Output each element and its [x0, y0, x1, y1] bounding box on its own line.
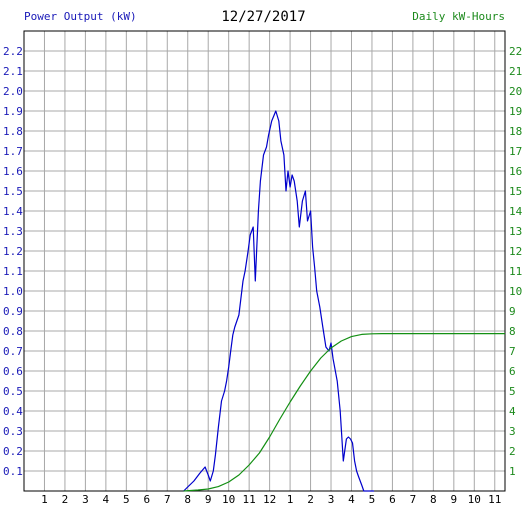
left-y-tick-label: 1.1 [3, 265, 23, 278]
left-y-tick-label: 1.5 [3, 185, 23, 198]
x-tick-label: 5 [123, 493, 130, 506]
right-y-tick-label: 11 [509, 265, 522, 278]
power-output-line [183, 110, 374, 492]
left-y-tick-label: 0.5 [3, 385, 23, 398]
x-tick-label: 9 [451, 493, 458, 506]
right-y-tick-label: 6 [509, 365, 516, 378]
x-tick-label: 1 [287, 493, 294, 506]
right-y-tick-label: 16 [509, 165, 522, 178]
left-y-tick-label: 1.7 [3, 145, 23, 158]
right-y-tick-label: 12 [509, 245, 522, 258]
left-y-tick-label: 1.4 [3, 205, 23, 218]
plot-frame [23, 30, 506, 492]
chart-grid [24, 30, 505, 491]
right-y-tick-label: 18 [509, 125, 522, 138]
x-tick-label: 10 [222, 493, 235, 506]
left-y-tick-label: 2.1 [3, 65, 23, 78]
x-tick-label: 11 [488, 493, 501, 506]
x-tick-label: 4 [348, 493, 355, 506]
left-y-tick-label: 0.6 [3, 365, 23, 378]
left-y-tick-label: 2.0 [3, 85, 23, 98]
x-tick-label: 3 [328, 493, 335, 506]
x-tick-label: 8 [430, 493, 437, 506]
left-y-tick-label: 0.8 [3, 325, 23, 338]
right-y-tick-label: 8 [509, 325, 516, 338]
x-tick-label: 5 [369, 493, 376, 506]
left-y-tick-label: 1.9 [3, 105, 23, 118]
left-y-tick-label: 0.2 [3, 445, 23, 458]
right-y-tick-label: 5 [509, 385, 516, 398]
right-y-tick-label: 9 [509, 305, 516, 318]
right-y-tick-label: 13 [509, 225, 522, 238]
right-y-tick-label: 3 [509, 425, 516, 438]
right-y-tick-label: 21 [509, 65, 522, 78]
x-tick-label: 11 [243, 493, 256, 506]
right-y-tick-label: 7 [509, 345, 516, 358]
x-tick-label: 9 [205, 493, 212, 506]
x-tick-label: 7 [410, 493, 417, 506]
left-y-tick-label: 1.8 [3, 125, 23, 138]
right-y-tick-label: 20 [509, 85, 522, 98]
right-y-tick-label: 10 [509, 285, 522, 298]
right-y-tick-label: 2 [509, 445, 516, 458]
x-tick-label: 3 [82, 493, 89, 506]
left-y-tick-label: 2.2 [3, 45, 23, 58]
left-y-tick-label: 0.1 [3, 465, 23, 478]
x-tick-label: 7 [164, 493, 171, 506]
x-tick-label: 12 [263, 493, 276, 506]
left-axis-tick-labels: 0.1 0.2 0.3 0.4 0.5 0.6 0.7 0.8 0.9 1.0 1.1 1.2 1.3 1… [3, 45, 23, 478]
left-y-tick-label: 0.9 [3, 305, 23, 318]
left-y-tick-label: 1.0 [3, 285, 23, 298]
x-axis-tick-labels: 1 2 3 4 5 6 7 8 9 10 11 12 1 2 3 4 5 6 7 8 9 10 11 [41, 493, 501, 506]
series-layer [183, 110, 505, 492]
left-y-tick-label: 0.3 [3, 425, 23, 438]
x-tick-label: 6 [143, 493, 150, 506]
x-tick-label: 1 [41, 493, 48, 506]
chart-date-title: 12/27/2017 [221, 9, 306, 25]
left-y-tick-label: 1.6 [3, 165, 23, 178]
daily-kwh-line [183, 333, 505, 492]
x-tick-label: 2 [307, 493, 314, 506]
x-tick-label: 10 [468, 493, 481, 506]
x-tick-label: 8 [184, 493, 191, 506]
right-y-tick-label: 1 [509, 465, 516, 478]
left-axis-title: Power Output (kW) [24, 10, 137, 23]
left-y-tick-label: 0.4 [3, 405, 23, 418]
right-axis-title: Daily kW-Hours [412, 10, 505, 23]
right-y-tick-label: 17 [509, 145, 522, 158]
right-y-tick-label: 15 [509, 185, 522, 198]
left-y-tick-label: 1.3 [3, 225, 23, 238]
right-y-tick-label: 19 [509, 105, 522, 118]
x-tick-label: 2 [62, 493, 69, 506]
left-y-tick-label: 1.2 [3, 245, 23, 258]
x-tick-label: 6 [389, 493, 396, 506]
left-y-tick-label: 0.7 [3, 345, 23, 358]
right-y-tick-label: 4 [509, 405, 516, 418]
right-y-tick-label: 14 [509, 205, 523, 218]
x-tick-label: 4 [103, 493, 110, 506]
right-y-tick-label: 22 [509, 45, 522, 58]
